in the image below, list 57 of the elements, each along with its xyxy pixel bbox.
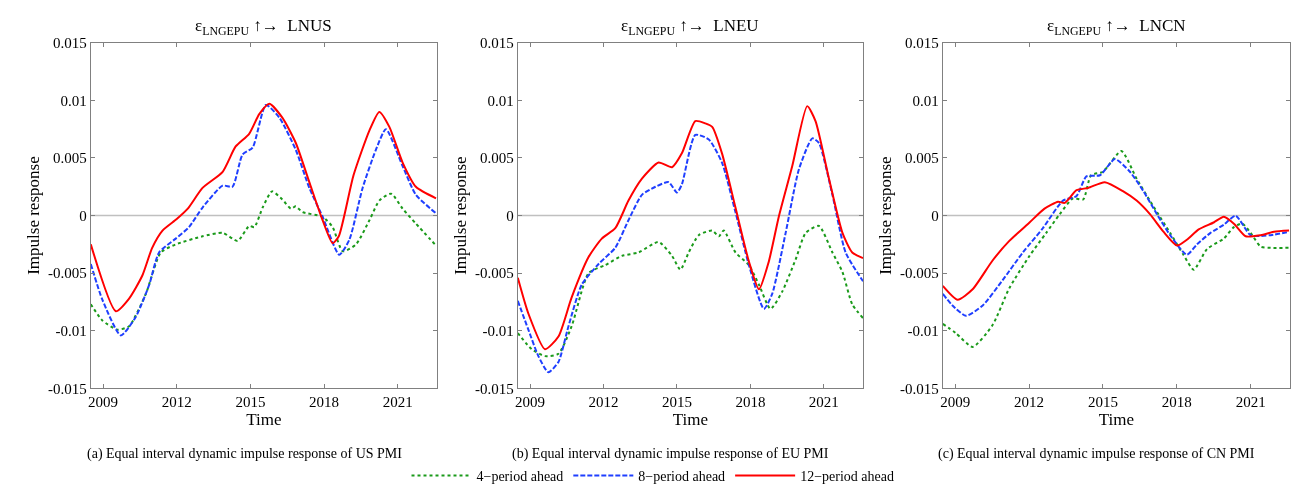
- y-tick-label: 0.015: [480, 35, 514, 52]
- y-tick-label: -0.005: [48, 265, 87, 282]
- y-tick-label: 0.005: [480, 150, 514, 167]
- y-axis-title: Impulse response: [23, 156, 43, 275]
- x-tick-label: 2012: [161, 394, 192, 411]
- x-tick-label: 2012: [588, 394, 619, 411]
- x-tick-label: 2009: [88, 394, 119, 411]
- x-axis-title: Time: [1098, 410, 1135, 430]
- x-tick-label: 2009: [940, 394, 971, 411]
- y-tick-label: -0.015: [900, 380, 939, 397]
- y-tick-label: 0.01: [912, 92, 939, 109]
- y-tick-label: -0.01: [482, 323, 514, 340]
- x-tick-label: 2021: [382, 394, 413, 411]
- x-axis-title: Time: [246, 410, 282, 430]
- line-series: [517, 224, 864, 358]
- text: (c) Equal interval dynamic impulse response of CN PMI: [938, 446, 1255, 462]
- x-tick-label: 2018: [309, 394, 340, 411]
- y-tick-label: -0.015: [48, 380, 87, 397]
- y-axis-title: Impulse response: [450, 156, 470, 275]
- text: (a) Equal interval dynamic impulse response of US PMI: [87, 446, 403, 462]
- line-series: [942, 181, 1291, 301]
- chart-title: ε$_{LNGEPU}$ ↑→ LNEU: [621, 16, 759, 38]
- line-series: [90, 190, 437, 331]
- line-series: [942, 150, 1291, 348]
- y-tick-label: -0.005: [900, 265, 939, 282]
- y-tick-label: 0.005: [53, 150, 87, 167]
- y-tick-label: -0.015: [475, 380, 514, 397]
- chart-title: ε$_{LNGEPU}$ ↑→ LNCN: [1047, 16, 1186, 38]
- y-tick-label: -0.01: [55, 323, 87, 340]
- y-tick-label: -0.01: [907, 323, 939, 340]
- y-tick-label: 0.01: [487, 92, 514, 109]
- x-axis-title: Time: [672, 410, 709, 430]
- y-tick-label: 0: [931, 207, 939, 224]
- x-tick-label: 2021: [1235, 394, 1266, 411]
- y-tick-label: 0.01: [60, 92, 87, 109]
- x-tick-label: 2015: [235, 394, 266, 411]
- y-tick-label: 0.015: [905, 35, 939, 52]
- text: (b) Equal interval dynamic impulse response of EU PMI: [512, 446, 829, 462]
- legend-label: 12−period ahead: [800, 469, 894, 485]
- x-tick-label: 2021: [808, 394, 839, 411]
- x-tick-label: 2018: [735, 394, 766, 411]
- y-tick-label: 0: [79, 207, 87, 224]
- legend-label: 4−period ahead: [476, 469, 564, 485]
- y-tick-label: -0.005: [475, 265, 514, 282]
- line-series: [517, 105, 864, 351]
- x-tick-label: 2018: [1161, 394, 1192, 411]
- y-tick-label: 0.005: [905, 150, 939, 167]
- x-tick-label: 2012: [1014, 394, 1045, 411]
- x-tick-label: 2015: [661, 394, 692, 411]
- line-series: [517, 133, 864, 374]
- y-tick-label: 0.015: [53, 35, 87, 52]
- chart-title: ε$_{LNGEPU}$ ↑→ LNUS: [195, 16, 332, 38]
- x-tick-label: 2015: [1087, 394, 1118, 411]
- legend-label: 8−period ahead: [638, 469, 726, 485]
- y-tick-label: 0: [506, 207, 514, 224]
- y-axis-title: Impulse response: [875, 156, 895, 275]
- x-tick-label: 2009: [515, 394, 546, 411]
